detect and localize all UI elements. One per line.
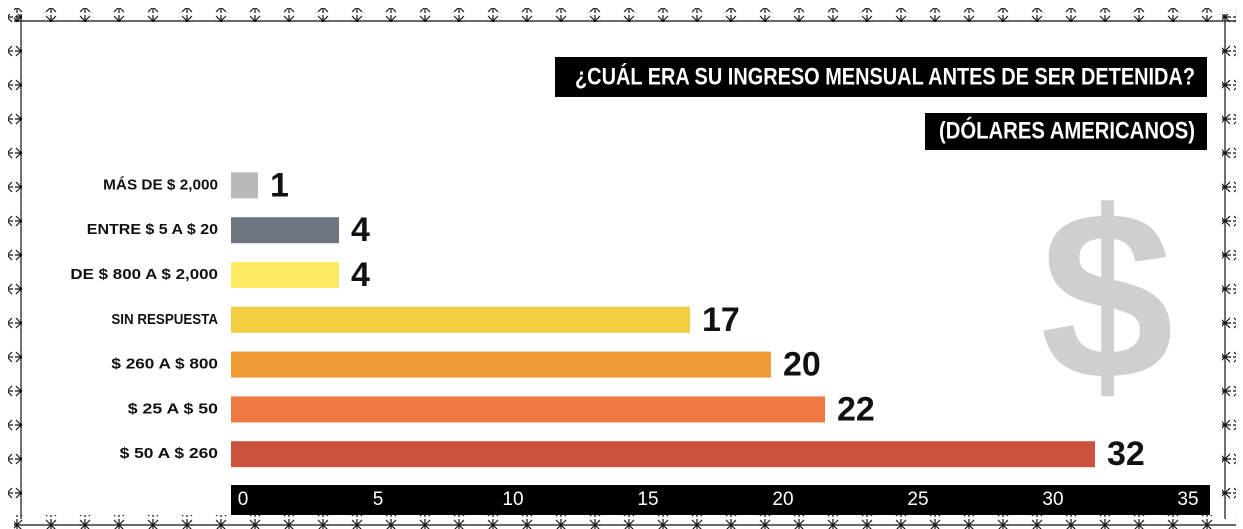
value-label: 1 xyxy=(270,166,289,204)
x-tick-label: 15 xyxy=(637,489,658,510)
x-tick-label: 10 xyxy=(502,489,523,510)
dollar-symbol: $ xyxy=(1040,161,1173,429)
barbed-wire-left xyxy=(8,14,22,519)
x-tick-label: 20 xyxy=(772,489,793,510)
x-tick-label: 30 xyxy=(1042,489,1063,510)
barbed-wire-bottom xyxy=(14,515,1236,529)
value-label: 20 xyxy=(783,346,821,384)
y-tick-label: ENTRE $ 5 A $ 20 xyxy=(87,221,218,238)
x-tick-label: 0 xyxy=(238,489,249,510)
bar xyxy=(231,217,339,244)
y-tick-label: SIN RESPUESTA xyxy=(111,311,218,328)
value-label: 32 xyxy=(1107,435,1145,473)
y-tick-label: $ 50 A $ 260 xyxy=(120,445,218,462)
y-tick-label: MÁS DE $ 2,000 xyxy=(103,176,218,193)
bar xyxy=(231,306,690,333)
bar xyxy=(231,441,1095,468)
bar xyxy=(231,396,825,423)
barbed-wire-top xyxy=(14,8,1236,22)
value-label: 22 xyxy=(837,390,875,428)
bar xyxy=(231,351,771,378)
x-tick-label: 35 xyxy=(1177,489,1198,510)
bar xyxy=(231,172,258,199)
subtitle-box xyxy=(925,113,1207,150)
bar xyxy=(231,262,339,288)
x-axis-band xyxy=(231,485,1210,515)
value-label: 4 xyxy=(351,256,370,294)
value-label: 4 xyxy=(351,211,370,249)
barbed-wire-right xyxy=(1222,14,1236,519)
chart-subtitle: (DÓLARES AMERICANOS) xyxy=(939,116,1195,144)
x-tick-label: 25 xyxy=(907,489,928,510)
title-box xyxy=(555,57,1207,97)
x-tick-label: 5 xyxy=(373,489,384,510)
y-tick-label: $ 25 A $ 50 xyxy=(128,400,218,417)
y-tick-label: $ 260 A $ 800 xyxy=(111,356,218,373)
y-tick-label: DE $ 800 A $ 2,000 xyxy=(70,266,218,283)
chart-title: ¿CUÁL ERA SU INGRESO MENSUAL ANTES DE SE… xyxy=(575,62,1195,90)
value-label: 17 xyxy=(702,301,740,339)
